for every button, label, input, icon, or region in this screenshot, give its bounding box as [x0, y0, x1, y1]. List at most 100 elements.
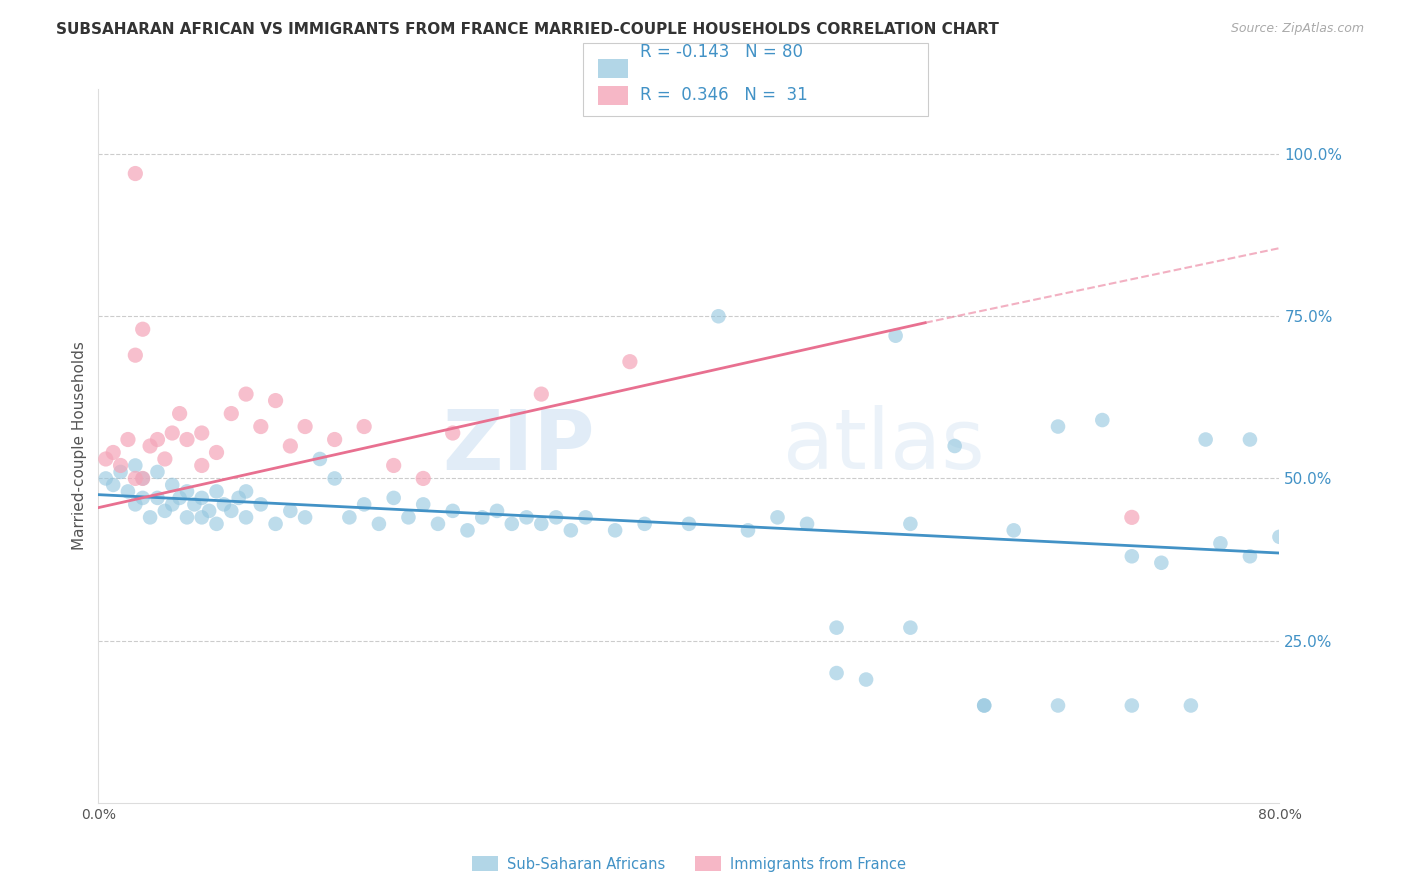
- Point: [176, 433, 198, 447]
- Text: R = -0.143   N = 80: R = -0.143 N = 80: [640, 43, 803, 61]
- Point: [530, 516, 553, 531]
- Point: [1121, 698, 1143, 713]
- Point: [1002, 524, 1025, 538]
- Point: [117, 484, 139, 499]
- Point: [1239, 433, 1261, 447]
- Point: [605, 524, 627, 538]
- Point: [235, 387, 257, 401]
- Point: [309, 452, 332, 467]
- Point: [427, 516, 450, 531]
- Point: [412, 497, 434, 511]
- Legend: Sub-Saharan Africans, Immigrants from France: Sub-Saharan Africans, Immigrants from Fr…: [467, 850, 911, 878]
- Point: [1150, 556, 1173, 570]
- Point: [176, 510, 198, 524]
- Point: [973, 698, 995, 713]
- Point: [205, 484, 228, 499]
- Text: atlas: atlas: [783, 406, 986, 486]
- Point: [235, 484, 257, 499]
- Point: [339, 510, 360, 524]
- Y-axis label: Married-couple Households: Married-couple Households: [72, 342, 87, 550]
- Point: [183, 497, 205, 511]
- Point: [456, 524, 478, 538]
- Point: [943, 439, 966, 453]
- Point: [212, 497, 235, 511]
- Point: [884, 328, 907, 343]
- Point: [530, 387, 553, 401]
- Point: [707, 310, 730, 324]
- Point: [264, 516, 287, 531]
- Point: [191, 458, 214, 473]
- Point: [250, 497, 273, 511]
- Point: [855, 673, 877, 687]
- Point: [205, 445, 228, 459]
- Point: [146, 491, 169, 505]
- Point: [139, 439, 162, 453]
- Point: [162, 497, 183, 511]
- Point: [323, 471, 346, 485]
- Point: [103, 478, 125, 492]
- Point: [1268, 530, 1291, 544]
- Point: [278, 504, 302, 518]
- Point: [515, 510, 537, 524]
- Point: [132, 491, 155, 505]
- Point: [191, 425, 214, 440]
- Point: [1180, 698, 1202, 713]
- Point: [139, 510, 162, 524]
- Point: [353, 419, 375, 434]
- Point: [198, 504, 221, 518]
- Point: [382, 458, 405, 473]
- Point: [191, 491, 214, 505]
- Point: [132, 471, 155, 485]
- Point: [1121, 549, 1143, 564]
- Point: [1046, 419, 1069, 434]
- Point: [124, 458, 146, 473]
- Point: [900, 516, 922, 531]
- Point: [132, 322, 155, 336]
- Point: [278, 439, 302, 453]
- Point: [110, 465, 132, 479]
- Point: [110, 458, 132, 473]
- Point: [228, 491, 250, 505]
- Text: Source: ZipAtlas.com: Source: ZipAtlas.com: [1230, 22, 1364, 36]
- Point: [441, 425, 464, 440]
- Point: [117, 433, 139, 447]
- Point: [633, 516, 655, 531]
- Point: [235, 510, 257, 524]
- Point: [294, 419, 316, 434]
- Point: [900, 621, 922, 635]
- Point: [1239, 549, 1261, 564]
- Point: [412, 471, 434, 485]
- Point: [94, 452, 117, 467]
- Point: [169, 407, 191, 421]
- Text: SUBSAHARAN AFRICAN VS IMMIGRANTS FROM FRANCE MARRIED-COUPLE HOUSEHOLDS CORRELATI: SUBSAHARAN AFRICAN VS IMMIGRANTS FROM FR…: [56, 22, 1000, 37]
- Text: ZIP: ZIP: [441, 406, 595, 486]
- Point: [441, 504, 464, 518]
- Point: [153, 452, 176, 467]
- Text: R =  0.346   N =  31: R = 0.346 N = 31: [640, 87, 807, 104]
- Point: [146, 465, 169, 479]
- Point: [1091, 413, 1114, 427]
- Point: [169, 491, 191, 505]
- Point: [382, 491, 405, 505]
- Point: [825, 666, 848, 681]
- Point: [323, 433, 346, 447]
- Point: [124, 471, 146, 485]
- Point: [353, 497, 375, 511]
- Point: [250, 419, 273, 434]
- Point: [162, 425, 183, 440]
- Point: [1209, 536, 1232, 550]
- Point: [574, 510, 596, 524]
- Point: [560, 524, 582, 538]
- Point: [294, 510, 316, 524]
- Point: [1195, 433, 1218, 447]
- Point: [191, 510, 214, 524]
- Point: [766, 510, 789, 524]
- Point: [219, 407, 242, 421]
- Point: [486, 504, 509, 518]
- Point: [619, 354, 641, 368]
- Point: [176, 484, 198, 499]
- Point: [124, 497, 146, 511]
- Point: [825, 621, 848, 635]
- Point: [162, 478, 183, 492]
- Point: [737, 524, 759, 538]
